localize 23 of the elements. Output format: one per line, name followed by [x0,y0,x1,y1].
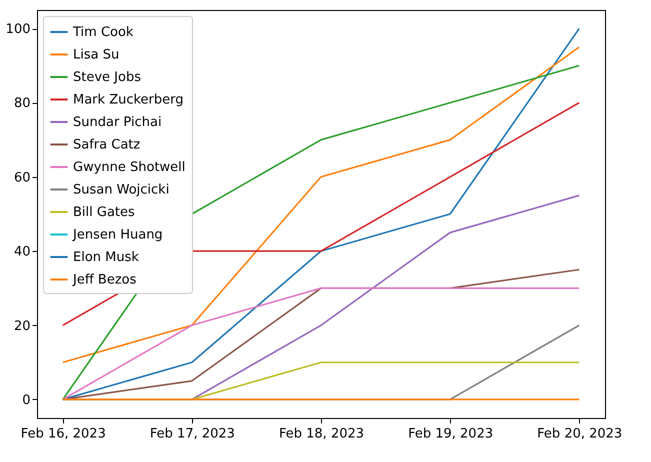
x-tick-label: Feb 17, 2023 [150,426,235,442]
y-tick-label: 100 [6,22,30,38]
y-tick-label: 0 [22,392,30,408]
x-tick-label: Feb 19, 2023 [408,426,494,442]
y-tick-label: 40 [14,244,30,260]
legend-label: Jensen Huang [72,228,163,242]
legend-label: Gwynne Shotwell [73,160,186,175]
legend-label: Tim Cook [72,25,134,40]
legend-label: Susan Wojcicki [73,182,170,198]
x-tick-label: Feb 18, 2023 [278,426,364,442]
legend-label: Mark Zuckerberg [73,92,184,108]
y-tick-label: 60 [14,170,30,186]
legend-label: Lisa Su [73,48,120,62]
legend-label: Jeff Bezos [72,272,137,288]
legend-label: Elon Musk [73,250,140,265]
y-tick-label: 20 [14,318,30,334]
x-tick-label: Feb 16, 2023 [20,426,106,442]
legend-label: Steve Jobs [73,70,142,85]
legend-label: Safra Catz [73,138,140,152]
legend-label: Bill Gates [73,205,136,220]
x-tick-label: Feb 20, 2023 [537,426,622,442]
y-tick-label: 80 [14,96,30,112]
legend-label: Sundar Pichai [73,115,162,130]
